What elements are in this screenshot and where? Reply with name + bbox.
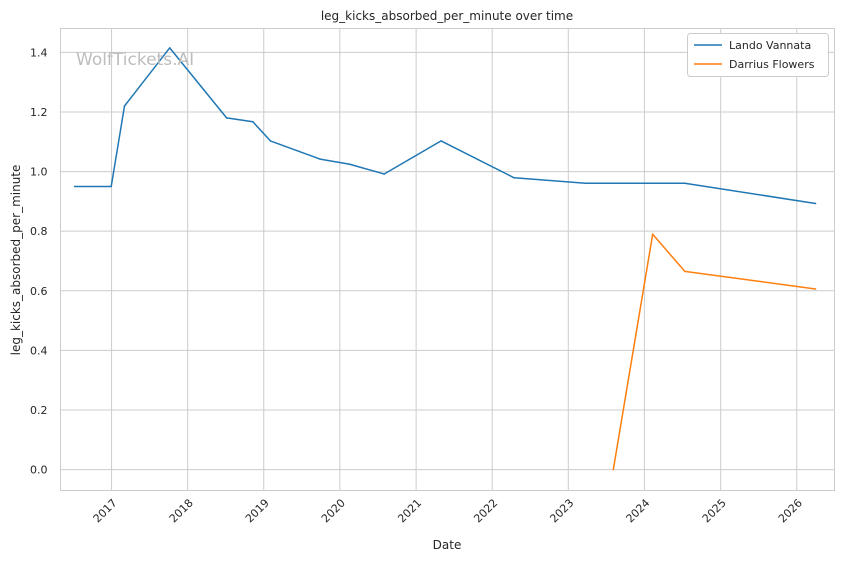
x-tick-label-2019: 2019	[243, 496, 272, 525]
chart-title: leg_kicks_absorbed_per_minute over time	[321, 9, 573, 23]
legend-label-lando-vannata: Lando Vannata	[729, 39, 811, 52]
data-point-lando-vannata-6	[269, 140, 272, 142]
x-tick-label-2020: 2020	[319, 496, 348, 525]
y-tick-label-4: 0.8	[30, 225, 48, 238]
data-point-lando-vannata-3	[168, 47, 171, 49]
data-point-lando-vannata-11	[513, 177, 515, 179]
legend: Lando Vannata Darrius Flowers	[687, 33, 829, 77]
y-axis-title: leg_kicks_absorbed_per_minute	[9, 165, 23, 356]
y-tick-label-7: 1.4	[30, 46, 48, 59]
x-tick-label-2022: 2022	[471, 496, 500, 525]
data-point-lando-vannata-9	[383, 173, 386, 175]
y-tick-label-1: 0.2	[30, 404, 48, 417]
grid-lines	[60, 28, 835, 491]
data-point-lando-vannata-13	[684, 182, 686, 184]
x-tick-labels: 2017 2018 2019 2020 2021 2022 2023 2024 2025 2026	[91, 496, 805, 525]
series-layer	[73, 47, 817, 471]
plot-frame	[60, 28, 835, 491]
legend-box	[687, 33, 829, 77]
y-tick-label-6: 1.2	[30, 106, 48, 119]
data-point-darrius-flowers-3	[814, 288, 817, 290]
y-tick-label-5: 1.0	[30, 166, 48, 179]
data-point-lando-vannata-8	[348, 163, 351, 165]
x-tick-label-2023: 2023	[547, 496, 576, 525]
watermark: WolfTickets.AI	[76, 50, 194, 70]
x-tick-label-2024: 2024	[624, 496, 653, 525]
legend-label-darrius-flowers: Darrius Flowers	[729, 58, 815, 71]
data-point-lando-vannata-0	[73, 185, 76, 188]
x-tick-label-2018: 2018	[167, 496, 196, 525]
data-point-lando-vannata-10	[440, 140, 442, 142]
y-tick-label-0: 0.0	[30, 464, 48, 477]
data-point-lando-vannata-12	[584, 182, 587, 184]
series-line-darrius-flowers	[612, 233, 816, 470]
x-tick-label-2017: 2017	[91, 496, 120, 525]
x-tick-label-2026: 2026	[776, 496, 805, 525]
x-axis-title: Date	[433, 538, 462, 552]
x-tick-label-2021: 2021	[395, 496, 424, 525]
data-point-darrius-flowers-0	[612, 468, 615, 471]
y-tick-label-2: 0.4	[30, 344, 48, 357]
y-tick-labels: 0.0 0.2 0.4 0.6 0.8 1.0 1.2 1.4	[30, 46, 48, 476]
data-point-darrius-flowers-1	[651, 233, 654, 235]
plot-background	[60, 28, 835, 491]
data-point-lando-vannata-5	[252, 120, 254, 123]
data-point-lando-vannata-2	[123, 105, 126, 107]
data-point-lando-vannata-4	[225, 117, 228, 119]
data-point-lando-vannata-14	[814, 202, 817, 205]
y-tick-label-3: 0.6	[30, 285, 48, 298]
x-tick-label-2025: 2025	[700, 496, 729, 525]
data-point-lando-vannata-7	[319, 158, 321, 160]
data-point-lando-vannata-1	[110, 185, 112, 188]
data-point-darrius-flowers-2	[684, 270, 686, 273]
